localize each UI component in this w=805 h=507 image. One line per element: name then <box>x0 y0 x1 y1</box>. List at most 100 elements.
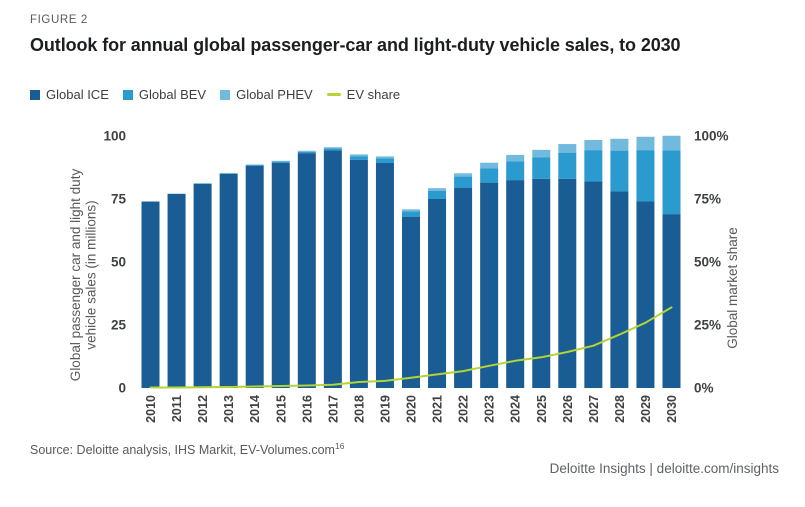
bar-segment-phev-2015 <box>271 160 290 162</box>
bar-segment-phev-2030 <box>662 135 681 151</box>
legend-item-global-phev: Global PHEV <box>220 87 313 102</box>
bar-segment-phev-2017 <box>323 147 342 149</box>
bar-segment-ice-2030 <box>662 214 681 388</box>
bar-segment-phev-2014 <box>245 164 264 165</box>
x-axis-year-label-2023: 2023 <box>483 395 497 423</box>
bar-segment-ice-2013 <box>219 173 238 388</box>
x-axis-year-label-2014: 2014 <box>248 395 262 423</box>
x-axis-year-label-2027: 2027 <box>587 395 601 423</box>
bar-segment-phev-2028 <box>610 138 629 151</box>
ev-share-line <box>149 306 673 389</box>
right-axis-tick-50: 50% <box>694 255 721 270</box>
bar-segment-bev-2023 <box>480 168 499 183</box>
left-axis-title-line2: vehicle sales (in millions) <box>84 200 99 349</box>
bar-segment-bev-2018 <box>349 156 368 160</box>
bar-segment-phev-2025 <box>532 149 551 158</box>
legend-swatch-phev-icon <box>220 89 231 100</box>
bar-segment-phev-2027 <box>584 140 603 151</box>
x-axis-year-label-2025: 2025 <box>535 395 549 423</box>
legend-swatch-ice-icon <box>30 89 40 100</box>
bar-segment-phev-2020 <box>402 209 420 212</box>
x-axis-year-label-2021: 2021 <box>431 395 445 423</box>
legend-label-global-ice: Global ICE <box>46 87 109 102</box>
figure-label: FIGURE 2 <box>30 14 88 26</box>
chart-svg: 0 25 50 75 100 0% 25% 50% 75% 100% 2010 2011 2012 201… <box>68 129 740 423</box>
bar-segment-ice-2029 <box>636 201 655 388</box>
bar-segment-ice-2028 <box>610 191 629 388</box>
bar-segment-bev-2015 <box>271 161 290 163</box>
chart-legend: Global ICE Global BEV Global PHEV EV sha… <box>30 87 400 102</box>
bar-segment-bev-2027 <box>584 150 603 182</box>
bar-segment-ice-2010 <box>141 201 160 388</box>
bar-segment-bev-2025 <box>532 157 551 179</box>
bar-segment-ice-2022 <box>454 187 473 388</box>
left-axis-tick-0: 0 <box>118 381 126 396</box>
left-axis-tick-25: 25 <box>111 318 127 333</box>
legend-label-ev-share: EV share <box>346 87 401 102</box>
bar-segment-bev-2020 <box>402 211 420 217</box>
right-axis-tick-0: 0% <box>694 381 714 396</box>
bar-segment-bev-2017 <box>323 148 342 151</box>
chart-area: 0 25 50 75 100 0% 25% 50% 75% 100% 2010 2011 2012 201… <box>0 120 805 460</box>
left-axis-title-group: Global passenger car and light duty vehic… <box>68 169 99 382</box>
x-axis-year-label-2011: 2011 <box>170 395 184 422</box>
legend-label-global-phev: Global PHEV <box>236 87 313 102</box>
x-axis-year-label-2016: 2016 <box>300 395 314 423</box>
bar-segment-bev-2028 <box>610 150 629 192</box>
bar-segment-bev-2021 <box>428 190 447 199</box>
x-axis-year-label-2026: 2026 <box>561 395 575 423</box>
bar-segment-bev-2029 <box>636 150 655 202</box>
bar-segment-bev-2019 <box>375 158 394 163</box>
x-axis-year-label-2024: 2024 <box>509 395 523 423</box>
x-axis-year-label-2015: 2015 <box>274 395 288 423</box>
left-axis-tick-100: 100 <box>103 129 126 144</box>
bar-segment-ice-2014 <box>245 165 264 388</box>
bar-segment-bev-2026 <box>558 152 577 179</box>
x-axis-year-label-2013: 2013 <box>222 395 236 423</box>
bar-segment-ice-2016 <box>297 153 316 388</box>
bar-segment-bev-2014 <box>245 164 264 166</box>
bar-segment-phev-2016 <box>297 150 316 152</box>
bar-segment-bev-2030 <box>662 150 681 215</box>
left-axis-tick-50: 50 <box>111 255 126 270</box>
x-axis-year-label-2017: 2017 <box>326 395 340 423</box>
bar-segment-phev-2026 <box>558 144 577 153</box>
bar-segment-bev-2013 <box>219 173 238 174</box>
right-axis-title: Global market share <box>725 227 740 349</box>
bar-segment-ice-2012 <box>193 183 212 388</box>
bar-segment-bev-2016 <box>297 151 316 154</box>
x-axis-year-label-2012: 2012 <box>196 395 210 423</box>
legend-line-swatch-ev-share-icon <box>326 93 341 96</box>
source-footnote-number: 16 <box>334 441 345 451</box>
x-axis-year-label-2022: 2022 <box>457 395 471 423</box>
bar-segment-bev-2022 <box>454 176 473 188</box>
bar-segment-ice-2025 <box>532 178 551 388</box>
legend-swatch-bev-icon <box>122 89 133 100</box>
legend-item-global-bev: Global BEV <box>122 87 207 102</box>
right-axis-title-group: Global market share <box>725 227 740 349</box>
legend-item-ev-share: EV share <box>326 87 401 102</box>
page-title: Outlook for annual global passenger-car … <box>30 35 681 55</box>
x-axis-year-label-2030: 2030 <box>665 395 679 423</box>
source-text: Source: Deloitte analysis, IHS Markit, E… <box>30 443 335 458</box>
bar-segment-phev-2029 <box>636 136 655 151</box>
bar-segment-ice-2024 <box>506 180 525 388</box>
left-axis-title-line1: Global passenger car and light duty <box>68 169 83 382</box>
bar-segment-phev-2024 <box>506 154 525 162</box>
legend-label-global-bev: Global BEV <box>138 87 207 102</box>
bar-segment-ice-2027 <box>584 181 603 388</box>
x-axis-year-label-2010: 2010 <box>144 395 158 423</box>
bar-segment-ice-2021 <box>428 199 447 388</box>
deloitte-insights-branding: Deloitte Insights | deloitte.com/insight… <box>549 461 779 476</box>
bar-segment-ice-2020 <box>402 216 420 388</box>
bar-segment-ice-2026 <box>558 178 577 388</box>
x-axis-year-label-2029: 2029 <box>639 395 653 423</box>
bar-segment-ice-2011 <box>167 193 186 388</box>
bar-segment-ice-2018 <box>349 159 368 388</box>
x-axis-year-label-2019: 2019 <box>379 395 393 423</box>
legend-item-global-ice: Global ICE <box>30 87 109 102</box>
bar-segment-phev-2018 <box>349 154 368 157</box>
x-axis-year-label-2020: 2020 <box>405 395 419 423</box>
right-axis-tick-25: 25% <box>694 318 721 333</box>
